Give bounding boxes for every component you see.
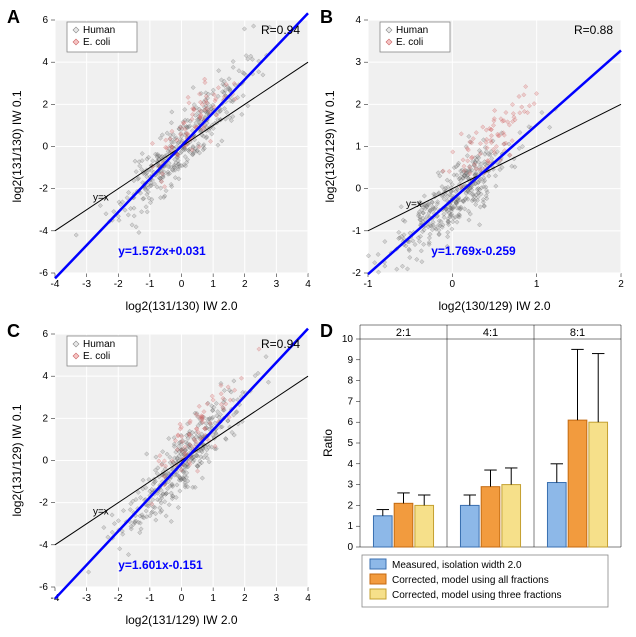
panel-a-svg: -4-3-2-101234-6-4-20246log2(131/130) IW … [5,5,318,318]
svg-text:log2(131/130) IW 0.1: log2(131/130) IW 0.1 [10,90,24,202]
svg-text:1: 1 [210,279,216,290]
svg-text:0: 0 [347,542,353,553]
svg-text:4: 4 [347,458,353,469]
svg-text:10: 10 [342,334,354,345]
svg-text:Corrected, model using all fra: Corrected, model using all fractions [392,575,549,586]
svg-text:y=x: y=x [406,199,422,210]
svg-text:y=x: y=x [93,193,109,204]
svg-text:Human: Human [83,339,115,350]
svg-text:-1: -1 [364,279,373,290]
svg-text:0: 0 [355,184,361,195]
svg-text:4: 4 [305,279,311,290]
svg-text:1: 1 [355,142,361,153]
svg-text:-6: -6 [39,268,48,279]
svg-text:2: 2 [347,500,353,511]
svg-text:5: 5 [347,438,353,449]
panel-b-svg: -1012-2-101234log2(130/129) IW 2.0log2(1… [318,5,631,318]
svg-text:6: 6 [347,417,353,428]
panel-b: B -1012-2-101234log2(130/129) IW 2.0log2… [318,5,631,319]
svg-text:4: 4 [305,593,311,604]
panel-d-label: D [320,321,333,342]
svg-text:0: 0 [179,279,185,290]
svg-text:0: 0 [42,142,48,153]
svg-text:Measured, isolation width 2.0: Measured, isolation width 2.0 [392,560,522,571]
panel-b-label: B [320,7,333,28]
svg-text:3: 3 [274,279,280,290]
svg-text:8: 8 [347,375,353,386]
svg-text:7: 7 [347,396,353,407]
svg-text:3: 3 [274,593,280,604]
svg-text:-2: -2 [114,593,123,604]
svg-text:y=1.769x-0.259: y=1.769x-0.259 [431,244,516,258]
svg-text:6: 6 [42,329,48,340]
svg-text:y=x: y=x [93,506,109,517]
svg-text:E. coli: E. coli [83,351,110,362]
svg-text:-1: -1 [145,279,154,290]
svg-text:log2(131/129) IW 2.0: log2(131/129) IW 2.0 [125,613,237,627]
panel-d-svg: 0 1 2 3 4 5 6 7 8 9 10 2:1 4:1 8:1 Ratio Measured, isol… [318,319,631,632]
svg-text:R=0.88: R=0.88 [574,23,613,37]
panel-c-label: C [7,321,20,342]
svg-text:2: 2 [355,99,361,110]
svg-text:4: 4 [42,57,48,68]
svg-text:4: 4 [42,371,48,382]
svg-text:y=1.572x+0.031: y=1.572x+0.031 [118,244,206,258]
svg-text:6: 6 [42,15,48,26]
svg-text:R=0.94: R=0.94 [261,23,300,37]
panel-a-label: A [7,7,20,28]
svg-text:-2: -2 [352,268,361,279]
svg-text:log2(131/129) IW 0.1: log2(131/129) IW 0.1 [10,404,24,516]
svg-text:-3: -3 [82,279,91,290]
svg-text:y=1.601x-0.151: y=1.601x-0.151 [118,558,203,572]
svg-text:log2(131/130) IW 2.0: log2(131/130) IW 2.0 [125,299,237,313]
svg-text:3: 3 [355,57,361,68]
svg-text:0: 0 [450,279,456,290]
svg-text:log2(130/129) IW 0.1: log2(130/129) IW 0.1 [323,90,337,202]
svg-text:0: 0 [42,455,48,466]
svg-text:Ratio: Ratio [321,428,335,456]
svg-text:Human: Human [83,25,115,36]
svg-text:-4: -4 [39,226,48,237]
svg-text:-1: -1 [145,593,154,604]
svg-text:8:1: 8:1 [570,327,585,339]
svg-text:-6: -6 [39,582,48,593]
svg-text:2: 2 [618,279,624,290]
svg-text:3: 3 [347,479,353,490]
svg-text:1: 1 [210,593,216,604]
svg-text:2: 2 [42,99,48,110]
svg-text:-4: -4 [39,539,48,550]
svg-text:4:1: 4:1 [483,327,498,339]
svg-text:-2: -2 [114,279,123,290]
svg-text:0: 0 [179,593,185,604]
svg-text:Human: Human [396,25,428,36]
svg-text:2: 2 [242,593,248,604]
figure-grid: A -4-3-2-101234-6-4-20246log2(131/130) I… [5,5,631,632]
svg-text:1: 1 [347,521,353,532]
svg-text:2: 2 [242,279,248,290]
svg-text:-3: -3 [82,593,91,604]
panel-c-svg: -4-3-2-101234-6-4-20246log2(131/129) IW … [5,319,318,632]
svg-text:4: 4 [355,15,361,26]
svg-text:Corrected, model using three f: Corrected, model using three fractions [392,590,562,601]
svg-text:9: 9 [347,354,353,365]
svg-text:E. coli: E. coli [396,37,423,48]
panel-d: D 0 1 2 3 4 5 6 7 8 9 10 2:1 4:1 8:1 Ratio Measured, is… [318,319,631,633]
svg-text:-4: -4 [51,279,60,290]
svg-text:E. coli: E. coli [83,37,110,48]
svg-text:log2(130/129) IW 2.0: log2(130/129) IW 2.0 [438,299,550,313]
panel-c: C -4-3-2-101234-6-4-20246log2(131/129) I… [5,319,318,633]
svg-text:R=0.94: R=0.94 [261,337,300,351]
svg-text:-2: -2 [39,497,48,508]
svg-text:2:1: 2:1 [396,327,411,339]
svg-text:1: 1 [534,279,540,290]
svg-text:-2: -2 [39,184,48,195]
svg-text:-1: -1 [352,226,361,237]
panel-a: A -4-3-2-101234-6-4-20246log2(131/130) I… [5,5,318,319]
svg-text:2: 2 [42,413,48,424]
